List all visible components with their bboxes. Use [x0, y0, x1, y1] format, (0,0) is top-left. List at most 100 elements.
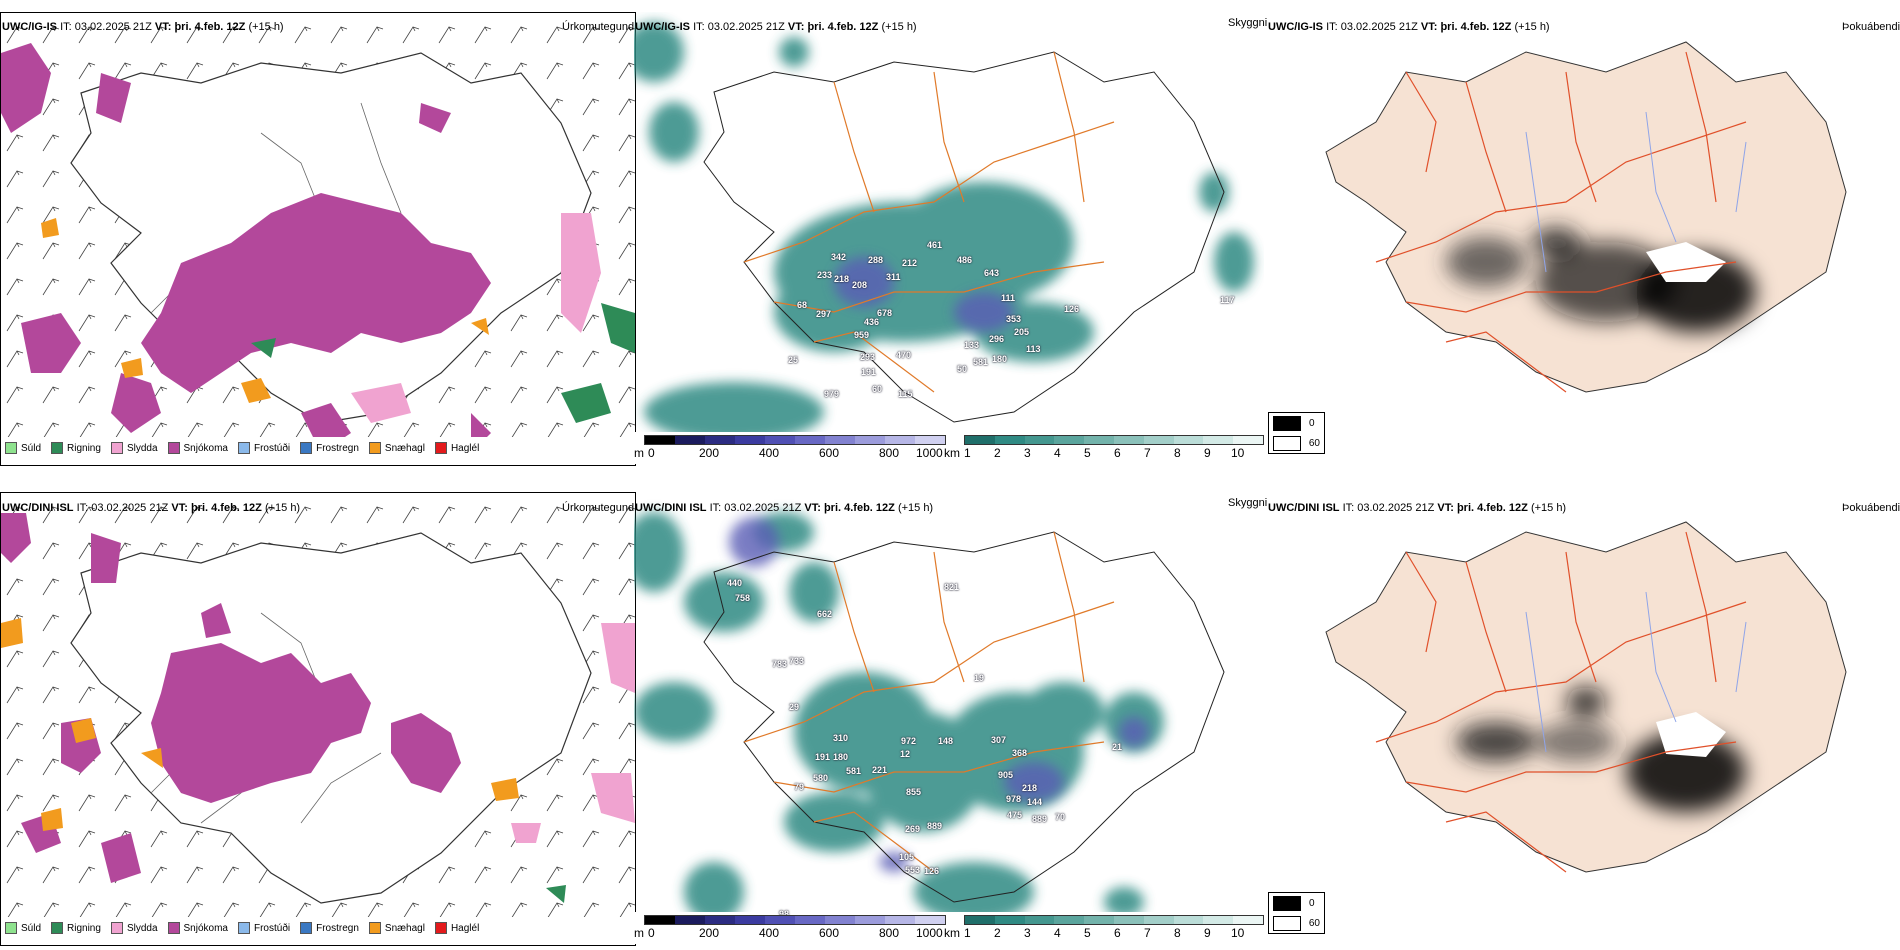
precip-title-row1: Úrkomutegund	[562, 21, 635, 33]
cloud-label: 580	[813, 773, 829, 783]
fog-legend-dark: 0	[1309, 417, 1315, 429]
cloud-label: 758	[735, 593, 751, 603]
cloud-label: 855	[906, 787, 922, 797]
height-tick: 600	[819, 446, 840, 460]
fog-map-row1	[1325, 41, 1847, 393]
cloud-label: 126	[924, 866, 940, 876]
cloud-label: 311	[886, 272, 901, 282]
fog-legend-light: 60	[1308, 917, 1320, 929]
cloud-panel-row2: 440 758 662 783 733 29 19 310 972 148 30…	[634, 492, 1264, 944]
cloud-tick: 5	[1084, 446, 1091, 460]
legend-snow: Snjókoma	[167, 442, 228, 454]
cloud-title-row2: Skyggni	[1228, 497, 1268, 509]
cloud-label: 581	[973, 357, 989, 367]
fog-map-row2	[1325, 521, 1847, 873]
cloud-label: 68	[797, 300, 808, 310]
cloud-map-row1	[634, 22, 1264, 464]
cloud-label: 297	[816, 309, 832, 319]
cloud-tick: 3	[1024, 446, 1031, 460]
precip-legend-row1: Súld Rigning Slydda Snjókoma Frostúði Fr…	[5, 442, 489, 454]
height-unit-row2: m	[634, 926, 644, 940]
cloud-label: 117	[1220, 295, 1235, 305]
cloud-tick: 9	[1204, 926, 1211, 940]
cloud-label: 978	[1006, 794, 1022, 804]
cloud-label: 288	[868, 255, 884, 265]
cloud-tick: 6	[1114, 446, 1121, 460]
fog-panel-row1	[1266, 12, 1900, 464]
height-tick: 200	[699, 926, 720, 940]
cloud-label: 293	[860, 352, 876, 362]
legend-rain: Rigning	[51, 442, 101, 454]
legend-sleet: Slydda	[110, 442, 158, 454]
cloud-label: 218	[1022, 783, 1038, 793]
cloud-label: 342	[831, 252, 847, 262]
cloud-header-row2: UWC/DINI ISL IT: 03.02.2025 21Z VT: þri.…	[635, 502, 934, 514]
cloud-label: 126	[1064, 304, 1080, 314]
cloud-label: 144	[1027, 797, 1043, 807]
snow-area	[1, 43, 491, 453]
cloud-tick: 4	[1054, 926, 1061, 940]
cloud-tick: 2	[994, 446, 1001, 460]
rain-area	[546, 885, 566, 903]
cloud-label: 25	[788, 355, 799, 365]
cloud-label: 296	[989, 334, 1005, 344]
cloud-label: 733	[789, 656, 805, 666]
legend-snowhail: Snæhagl	[368, 922, 425, 934]
precip-panel-row2: Súld Rigning Slydda Snjókoma Frostúði Fr…	[0, 492, 636, 946]
cloud-map-row2	[634, 512, 1264, 944]
height-colorbar-row1	[644, 435, 946, 445]
precip-map-row2	[1, 493, 635, 945]
fog-header-row2: UWC/DINI ISL IT: 03.02.2025 21Z VT: þri.…	[1268, 502, 1567, 514]
cloud-label: 212	[902, 258, 918, 268]
height-tick: 800	[879, 926, 900, 940]
fog-title-row2: Þokuábendi	[1842, 502, 1900, 514]
cloud-label: 105	[899, 852, 915, 862]
fog-panel-row2	[1266, 492, 1900, 944]
cloud-label: 70	[1055, 812, 1066, 822]
cloud-label: 821	[944, 582, 960, 592]
height-tick: 400	[759, 926, 780, 940]
cloud-label: 643	[984, 268, 1000, 278]
precip-panel-row1: Súld Rigning Slydda Snjókoma Frostúði Fr…	[0, 12, 636, 466]
cloud-header-row1: UWC/IG-IS IT: 03.02.2025 21Z VT: þri. 4.…	[635, 21, 917, 33]
fog-legend-row2: 0 60	[1268, 892, 1325, 934]
cloud-label: 98	[779, 909, 790, 919]
height-unit-row1: m	[634, 446, 644, 460]
cloud-label: 353	[1006, 314, 1022, 324]
cloud-tick: 10	[1231, 926, 1245, 940]
cloud-label: 461	[927, 240, 943, 250]
cloud-label: 111	[1001, 293, 1016, 303]
cloud-label: 959	[854, 330, 870, 340]
cloud-label: 470	[896, 350, 912, 360]
cloud-unit-row2: km	[944, 926, 960, 940]
cloud-label: 678	[877, 308, 893, 318]
cloud-label: 436	[864, 317, 880, 327]
cloud-tick: 1	[964, 926, 971, 940]
height-tick: 1000	[916, 926, 943, 940]
height-tick: 0	[648, 446, 655, 460]
cloud-label: 581	[846, 766, 862, 776]
precip-map-row1	[1, 13, 635, 465]
height-tick: 1000	[916, 446, 943, 460]
cloud-tick: 7	[1144, 446, 1151, 460]
cloud-title-row1: Skyggni	[1228, 17, 1268, 29]
cloud-label: 205	[1014, 327, 1030, 337]
legend-hail: Haglél	[434, 922, 479, 934]
cloud-label: 475	[1007, 810, 1023, 820]
cloud-label: 368	[1012, 748, 1028, 758]
cloud-label: 50	[957, 364, 968, 374]
height-colorbar-row2	[644, 915, 946, 925]
cloud-label: 783	[772, 659, 788, 669]
cloud-label: 307	[991, 735, 1007, 745]
height-tick: 200	[699, 446, 720, 460]
precip-header-row1: UWC/IG-IS IT: 03.02.2025 21Z VT: þri. 4.…	[2, 21, 284, 33]
cloud-label: 486	[957, 255, 973, 265]
precip-header-row2: UWC/DINI ISL IT: 03.02.2025 21Z VT: þri.…	[2, 502, 301, 514]
legend-snow: Snjókoma	[167, 922, 228, 934]
cloud-label: 440	[727, 578, 743, 588]
cloud-panel-row1: 342 288 212 461 486 643 233 218 208 311 …	[634, 12, 1264, 464]
rain-area	[251, 303, 635, 423]
legend-drizzle: Súld	[5, 442, 41, 454]
fog-header-row1: UWC/IG-IS IT: 03.02.2025 21Z VT: þri. 4.…	[1268, 21, 1550, 33]
legend-rain: Rigning	[51, 922, 101, 934]
